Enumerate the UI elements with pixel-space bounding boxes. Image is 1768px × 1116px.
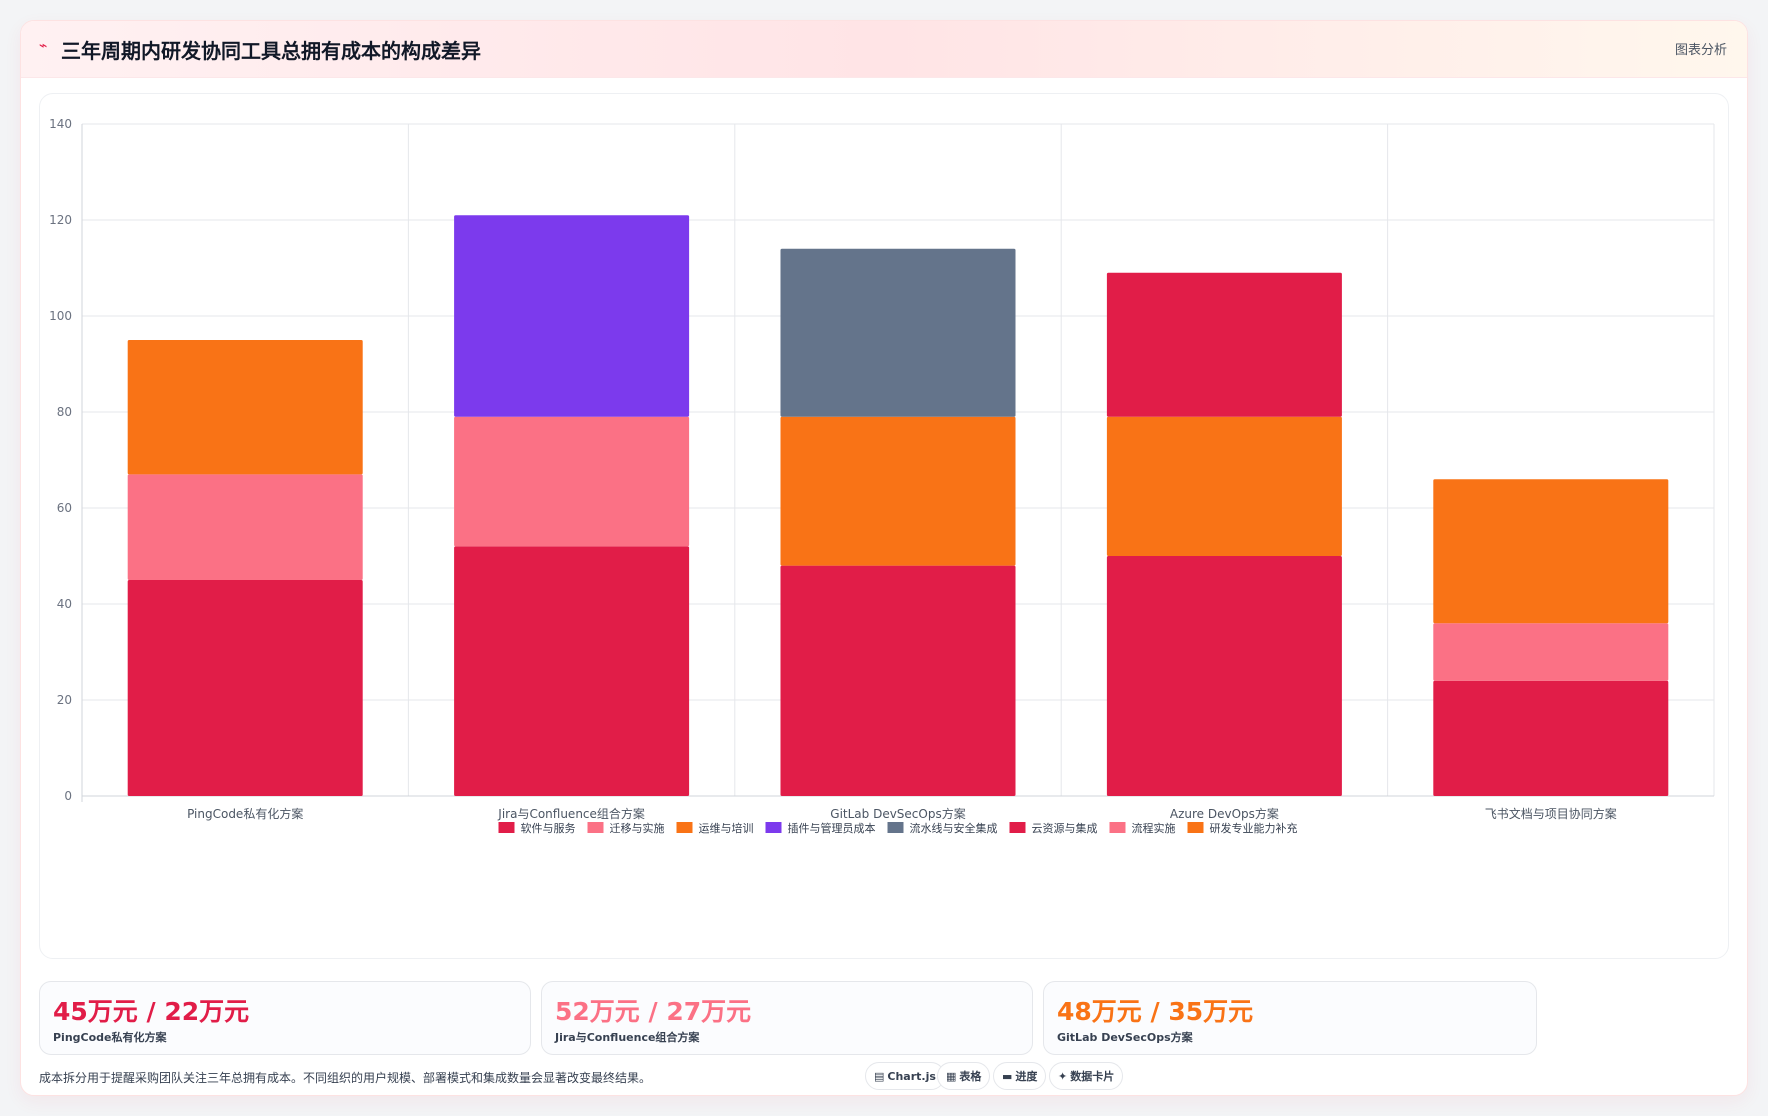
bar-segment [454, 215, 690, 417]
bar-segment [127, 580, 363, 796]
footnote: 成本拆分用于提醒采购团队关注三年总拥有成本。不同组织的用户规模、部署模式和集成数… [39, 1071, 652, 1085]
stat-label: GitLab DevSecOps方案 [1057, 1031, 1193, 1044]
legend-swatch [887, 822, 904, 833]
x-tick-label: Azure DevOps方案 [1170, 806, 1279, 821]
legend-swatch [676, 822, 693, 833]
chart-analysis-button[interactable]: 图表分析 [1674, 43, 1727, 58]
bar-segment [1106, 272, 1342, 417]
chip-table[interactable]: ▦ 表格 [937, 1062, 991, 1090]
page-title: 三年周期内研发协同工具总拥有成本的构成差异 [61, 39, 481, 63]
x-tick-label: 飞书文档与项目协同方案 [1485, 806, 1617, 821]
bar-segment [1433, 623, 1669, 681]
bar-segment [780, 248, 1016, 417]
bar-segment [1106, 416, 1342, 556]
legend-label: 云资源与集成 [1032, 821, 1098, 835]
legend-swatch [1009, 822, 1026, 833]
legend-label: 流程实施 [1132, 821, 1176, 835]
bar-segment [454, 546, 690, 796]
bar-segment [454, 416, 690, 547]
stat-label: PingCode私有化方案 [53, 1031, 167, 1044]
legend-label: 软件与服务 [521, 821, 576, 835]
legend-swatch [1109, 822, 1126, 833]
stat-card-jira: 52万元 / 27万元 Jira与Confluence组合方案 [541, 981, 1033, 1055]
y-tick-label: 60 [57, 501, 72, 515]
bar-segment [127, 340, 363, 475]
y-tick-label: 0 [64, 789, 72, 803]
y-tick-label: 140 [49, 117, 72, 131]
legend-label: 运维与培训 [699, 821, 754, 835]
chart-card: ⌁ 三年周期内研发协同工具总拥有成本的构成差异 图表分析 0 20 40 60 80 10… [20, 20, 1748, 1096]
x-tick-label: PingCode私有化方案 [187, 806, 303, 821]
legend-swatch [765, 822, 782, 833]
chip-label: Chart.js [887, 1070, 936, 1083]
stat-value: 45万元 / 22万元 [53, 997, 250, 1026]
chart-icon: ▤ [874, 1070, 885, 1083]
legend-label: 研发专业能力补充 [1210, 821, 1298, 835]
chip-chartjs[interactable]: ▤ Chart.js [865, 1062, 945, 1090]
x-tick-label: Jira与Confluence组合方案 [497, 806, 645, 821]
y-tick-label: 20 [57, 693, 72, 707]
y-tick-label: 120 [49, 213, 72, 227]
table-icon: ▦ [946, 1070, 957, 1083]
stat-label: Jira与Confluence组合方案 [555, 1031, 700, 1044]
stacked-bar-chart: 0 20 40 60 80 100 120 140 PingCode私有化方案 Jira与Conf… [49, 117, 1715, 835]
legend-label: 插件与管理员成本 [788, 821, 876, 835]
legend-label: 迁移与实施 [610, 821, 665, 835]
chip-progress[interactable]: ▬ 进度 [993, 1062, 1047, 1090]
chip-data-cards[interactable]: ✦ 数据卡片 [1049, 1062, 1124, 1090]
bar-segment [780, 416, 1016, 566]
bar-segment [780, 565, 1016, 796]
sparkle-icon: ✦ [1058, 1070, 1068, 1083]
bar-segment [1433, 680, 1669, 796]
chart-panel: 0 20 40 60 80 100 120 140 PingCode私有化方案 Jira与Conf… [39, 93, 1729, 959]
stat-value: 48万元 / 35万元 [1057, 997, 1254, 1026]
bar-segment [1433, 479, 1669, 624]
y-tick-label: 40 [57, 597, 72, 611]
chip-label: 表格 [959, 1070, 982, 1083]
legend-swatch [498, 822, 515, 833]
stat-value: 52万元 / 27万元 [555, 997, 752, 1026]
stat-card-gitlab: 48万元 / 35万元 GitLab DevSecOps方案 [1043, 981, 1537, 1055]
legend-label: 流水线与安全集成 [910, 821, 998, 835]
stat-card-pingcode: 45万元 / 22万元 PingCode私有化方案 [39, 981, 531, 1055]
y-tick-label: 80 [57, 405, 72, 419]
card-header: ⌁ 三年周期内研发协同工具总拥有成本的构成差异 图表分析 [21, 21, 1747, 78]
bar-segment [1106, 556, 1342, 796]
bolt-icon: ⌁ [39, 38, 48, 54]
progress-icon: ▬ [1002, 1070, 1013, 1083]
bar-segment [127, 474, 363, 580]
legend-swatch [587, 822, 604, 833]
chip-label: 进度 [1015, 1070, 1038, 1083]
chip-label: 数据卡片 [1070, 1070, 1115, 1083]
x-tick-label: GitLab DevSecOps方案 [830, 806, 965, 821]
y-tick-label: 100 [49, 309, 72, 323]
legend-swatch [1187, 822, 1204, 833]
